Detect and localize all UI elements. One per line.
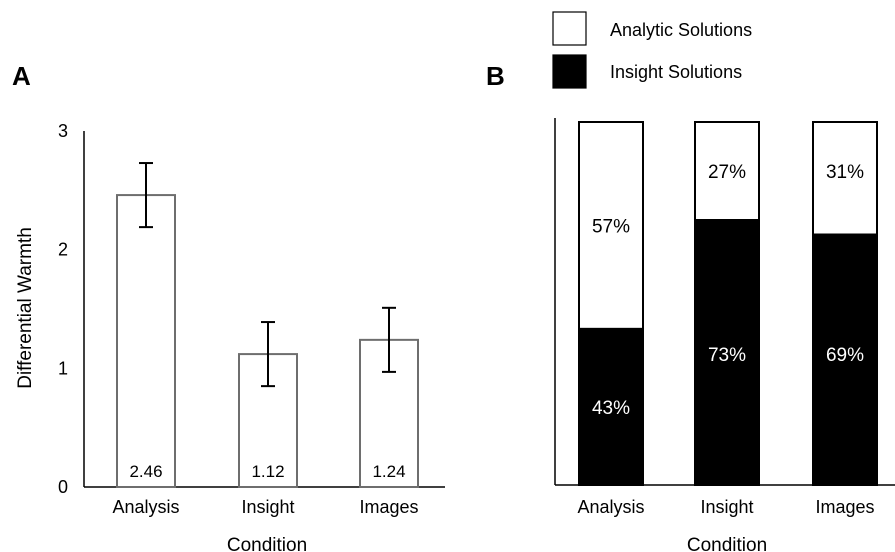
x-tick-label-a-insight: Insight [241, 497, 294, 517]
y-tick-label-1: 1 [58, 358, 68, 378]
legend: Analytic Solutions Insight Solutions [552, 11, 752, 89]
bar-segment-insight-images [812, 233, 878, 486]
y-axis-label: Differential Warmth [15, 227, 36, 389]
x-tick-label-b-images: Images [815, 497, 874, 517]
bar-segment-analytic-analysis [578, 121, 644, 330]
x-tick-label-a-analysis: Analysis [112, 497, 179, 517]
value-label-analytic-images: 31% [826, 162, 864, 183]
x-tick-label-b-analysis: Analysis [577, 497, 644, 517]
bar-segment-insight-insight [694, 219, 760, 486]
x-axis-label-a: Condition [227, 535, 307, 552]
value-label-insight-insight: 73% [708, 345, 746, 366]
x-tick-label-b-insight: Insight [700, 497, 753, 517]
bars-a: 2.46 Analysis 1.12 Insight 1.24 Images [112, 162, 419, 517]
value-label-insight-analysis: 43% [592, 398, 630, 419]
panel-b: B Analytic Solutions Insight Solutions C… [486, 11, 895, 552]
value-label-analysis: 2.46 [129, 462, 162, 481]
panel-a: A Differential Warmth Condition 0 1 2 3 2.4… [12, 61, 445, 552]
legend-swatch-insight [552, 54, 587, 89]
legend-label-analytic: Analytic Solutions [610, 20, 752, 40]
value-label-insight-images: 69% [826, 345, 864, 366]
bar-analysis [116, 194, 176, 489]
value-label-insight: 1.12 [251, 462, 284, 481]
panel-label-b: B [486, 61, 505, 91]
value-label-images: 1.24 [372, 462, 405, 481]
bar-segment-insight-analysis [578, 327, 644, 486]
y-tick-label-0: 0 [58, 477, 68, 497]
legend-label-insight: Insight Solutions [610, 62, 742, 82]
value-label-analytic-analysis: 57% [592, 216, 630, 237]
x-axis-label-b: Condition [687, 535, 767, 552]
y-tick-label-3: 3 [58, 121, 68, 141]
value-label-analytic-insight: 27% [708, 162, 746, 183]
bar-segment-analytic-insight [694, 121, 760, 222]
panel-label-a: A [12, 61, 31, 91]
bars-b: 57% 43% Analysis 27% 73% Insight 31% 69% Images [577, 121, 878, 517]
x-tick-label-a-images: Images [359, 497, 418, 517]
legend-swatch-analytic [552, 11, 587, 46]
y-tick-label-2: 2 [58, 240, 68, 260]
